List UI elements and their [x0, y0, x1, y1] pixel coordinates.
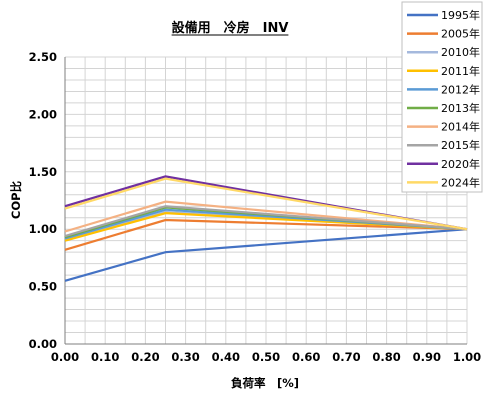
x-tick-label: 0.30 [171, 350, 199, 364]
legend: 1995年 2005年 2010年 2011年 2012年 2013年 2014年 2015年… [401, 1, 483, 193]
legend-label: 2005年 [441, 27, 480, 41]
y-tick-label: 1.00 [29, 222, 57, 236]
x-tick-label: 0.20 [131, 350, 159, 364]
x-tick-label: 0.60 [292, 350, 320, 364]
legend-label: 2013年 [441, 101, 480, 115]
legend-label: 2012年 [441, 82, 480, 96]
x-tick-label: 0.70 [332, 350, 360, 364]
y-tick-label: 1.50 [29, 165, 57, 179]
series-line-2024年 [64, 177, 468, 231]
legend-label: 2020年 [441, 157, 480, 171]
y-tick-label: 0.00 [29, 337, 57, 351]
legend-label: 2024年 [441, 175, 480, 189]
x-tick-label: 0.90 [413, 350, 441, 364]
x-tick-labels: 0.00 0.10 0.20 0.30 0.40 0.50 0.60 0.70 0.80 0.90… [51, 350, 481, 364]
x-tick-label: 0.40 [212, 350, 240, 364]
legend-label: 1995年 [441, 8, 480, 22]
grid [64, 56, 468, 345]
x-tick-label: 0.50 [252, 350, 280, 364]
series-line-1995年 [64, 228, 468, 282]
x-axis-title: 負荷率 [%] [231, 376, 299, 390]
series-lines [64, 175, 468, 282]
x-tick-label: 1.00 [453, 350, 481, 364]
legend-label: 2015年 [441, 138, 480, 152]
x-tick-label: 0.10 [91, 350, 119, 364]
axes [64, 57, 467, 345]
y-axis-title: COP比 [9, 180, 23, 219]
legend-label: 2014年 [441, 120, 480, 134]
x-tick-label: 0.00 [51, 350, 79, 364]
series-line-2005年 [64, 218, 468, 251]
series-line-2014年 [64, 200, 468, 233]
series-line-2015年 [64, 205, 468, 238]
y-tick-labels: 0.00 0.50 1.00 1.50 2.00 2.50 [29, 50, 57, 351]
legend-label: 2010年 [441, 45, 480, 59]
series-line-2011年 [64, 212, 468, 242]
legend-label: 2011年 [441, 64, 480, 78]
y-tick-label: 0.50 [29, 280, 57, 294]
x-tick-label: 0.80 [372, 350, 400, 364]
chart-title: 設備用 冷房 INV [172, 20, 289, 36]
y-tick-label: 2.00 [29, 107, 57, 121]
y-tick-label: 2.50 [29, 50, 57, 64]
